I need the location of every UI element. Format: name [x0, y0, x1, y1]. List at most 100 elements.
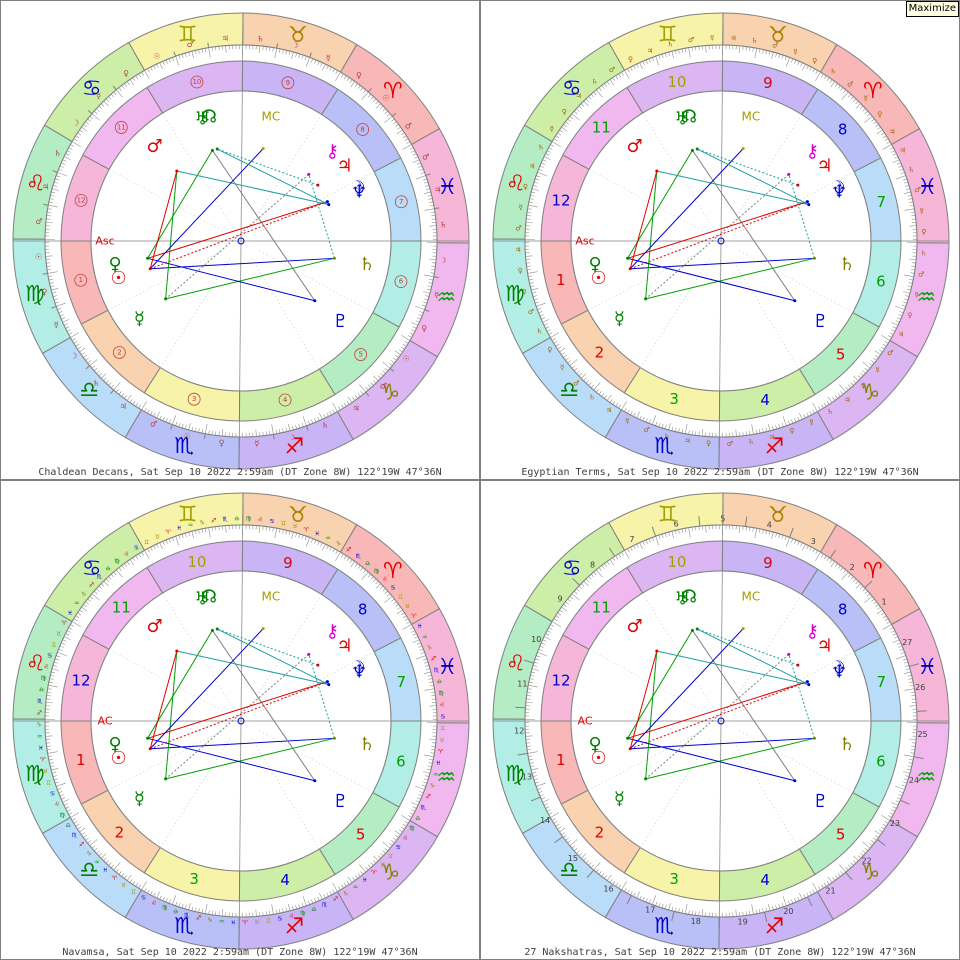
degree-tick — [415, 305, 425, 310]
decan-ruler: ♄ — [257, 34, 264, 43]
degree-tick — [837, 393, 841, 397]
degree-tick — [547, 150, 551, 153]
degree-tick — [543, 323, 548, 326]
nakshatra-number: 6 — [674, 520, 679, 529]
degree-tick — [87, 840, 91, 844]
degree-tick — [407, 815, 412, 818]
aspect-line — [627, 257, 795, 302]
degree-tick — [341, 404, 344, 409]
degree-tick — [178, 55, 181, 60]
degree-tick — [633, 545, 636, 550]
degree-tick — [823, 75, 827, 80]
degree-tick — [905, 295, 910, 297]
planet-dot — [655, 649, 659, 653]
house-cusp-line — [109, 169, 224, 232]
degree-tick — [578, 585, 582, 590]
degree-tick — [840, 567, 844, 571]
degree-tick — [402, 135, 407, 139]
degree-tick — [201, 48, 204, 53]
chart-panel-terms[interactable]: ♈ ♃ ♀ ☿ ♂ ♄ ♉ ♀ ☿ ♂ ♄ ♃ ♊ ☿ ♂ ♄ ♃ ♀ ♋ ♂ ♄ ♃ ♀ ☿ ♌ ♄ ♃ ♀ ☿ ♂ ♍ ♃ ♀ ☿ ♂ ♄ ♎ ♀ ☿ ♂… — [480, 0, 960, 480]
term-ruler: ☿ — [809, 419, 813, 427]
degree-tick — [668, 52, 670, 57]
degree-tick — [543, 803, 548, 806]
degree-tick — [909, 738, 917, 741]
degree-tick — [332, 882, 338, 892]
degree-tick — [537, 787, 542, 790]
degree-tick — [424, 661, 429, 664]
degree-tick — [847, 574, 852, 578]
nakshatra-divider — [608, 547, 616, 557]
degree-tick — [606, 874, 612, 881]
planet-dot — [332, 256, 336, 260]
degree-tick — [370, 576, 374, 580]
degree-tick — [559, 347, 566, 353]
chart-panel-decans[interactable]: ♈ ♂ ☉ ♀ ♉ ☿ ☽ ♄ ♊ ♃ ♂ ☉ ♋ ♀ ☿ ☽ ♌ ♄ ♃ ♂ ♍ ☉ ♀ ☿ ♎ ☽ ♄ ♃ ♏ ♂ ☉ ♀ ♐ ☿ ☽ ♄ ♑ ♃ ♂ ☉… — [0, 0, 480, 480]
degree-tick — [181, 533, 184, 538]
chart-panel-navamsa[interactable]: ♈ ♈ ♉ ♊ ♋ ♌ ♍ ♎ ♏ ♐ ♉ ♑ ♒ ♓ ♈ ♉ ♊ ♋ ♌ ♍ ♊ ♎ ♏ ♐ ♑ ♒ ♓ ♈ ♉ ♊ ♋ ♋ ♌ ♍ ♎ ♏ ♐ ♑ ♒ ♓… — [0, 480, 480, 960]
degree-tick — [380, 105, 384, 110]
degree-tick — [668, 903, 671, 910]
degree-tick — [588, 96, 592, 100]
term-ruler: ♃ — [889, 128, 895, 136]
degree-tick — [891, 802, 899, 806]
degree-tick — [116, 388, 120, 393]
degree-tick — [63, 636, 71, 640]
degree-tick — [765, 907, 768, 912]
degree-tick — [574, 110, 578, 115]
maximize-button[interactable]: Maximize — [905, 1, 959, 17]
degree-tick — [335, 550, 338, 555]
navamsa-glyph: ♑ — [427, 645, 432, 652]
degree-tick — [909, 258, 917, 261]
degree-tick — [580, 373, 587, 379]
degree-tick — [338, 886, 341, 891]
chart-wheel-nakshatras[interactable]: ♈♉♊♋♌♍♎♏♐♑♒♓1234567891011121314151617181… — [481, 481, 960, 960]
degree-tick — [301, 535, 304, 540]
house-number: 12 — [552, 671, 571, 689]
degree-tick — [655, 536, 660, 546]
degree-tick — [65, 633, 70, 636]
degree-tick — [528, 755, 533, 758]
planet-dot — [793, 299, 797, 303]
degree-tick — [429, 705, 437, 707]
term-ruler: ♂ — [573, 379, 579, 387]
decan-ruler: ♂ — [35, 217, 42, 226]
planet-glyph: ♆ — [351, 662, 367, 683]
degree-tick — [118, 871, 122, 875]
planet-glyph: ♂ — [146, 136, 162, 157]
degree-tick — [550, 812, 560, 818]
degree-tick — [67, 630, 71, 633]
degree-tick — [108, 382, 112, 386]
decan-divider — [203, 433, 206, 439]
chart-wheel-navamsa[interactable]: ♈♈♉♊♋♌♍♎♏♐♉♑♒♓♈♉♊♋♌♍♊ ♎♏♐♑♒♓♈♉♊♋♋♌♍♎♏♐♑♒♓… — [1, 481, 480, 960]
degree-tick — [58, 791, 63, 794]
degree-tick — [83, 354, 87, 358]
degree-tick — [527, 749, 532, 751]
degree-tick — [892, 326, 897, 329]
degree-tick — [539, 165, 544, 168]
degree-tick — [412, 806, 417, 809]
planet-glyph: ☊ — [201, 587, 217, 608]
mc-axis — [718, 13, 724, 469]
planet-dot — [307, 652, 311, 656]
nakshatra-divider — [900, 799, 910, 805]
degree-tick — [745, 46, 747, 51]
chart-wheel-decans[interactable]: ♈♂☉♀♉☿☽♄♊ ♃♂☉♋♀☿☽♌♄♃♂♍☉♀☿♎☽♄♃♏♂☉♀ ♐☿☽♄♑♃♂☉… — [1, 1, 480, 480]
degree-tick — [903, 754, 914, 758]
house-number-circle — [74, 193, 88, 207]
chart-wheel-terms[interactable]: ♈♃♀☿♂♄♉♀☿♂♄♃♊ ☿♂♄♃♀♋♂♄♃♀☿♌♄♃♀☿♂♍♃♀☿♂♄♎♀☿♂… — [481, 1, 960, 480]
degree-tick — [642, 416, 645, 421]
planet-dot — [628, 267, 632, 271]
degree-tick — [585, 98, 590, 102]
degree-tick — [156, 543, 159, 548]
degree-tick — [320, 62, 323, 67]
degree-tick — [598, 391, 602, 395]
degree-tick — [52, 665, 57, 667]
degree-tick — [409, 332, 414, 335]
navamsa-glyph: ♉ — [155, 534, 160, 541]
degree-tick — [530, 765, 535, 768]
chart-panel-nakshatras[interactable]: ♈♉♊♋♌♍♎♏♐♑♒♓1234567891011121314151617181… — [480, 480, 960, 960]
degree-tick — [425, 295, 430, 297]
degree-tick — [529, 762, 534, 764]
degree-tick — [56, 655, 61, 658]
degree-tick — [604, 83, 608, 87]
